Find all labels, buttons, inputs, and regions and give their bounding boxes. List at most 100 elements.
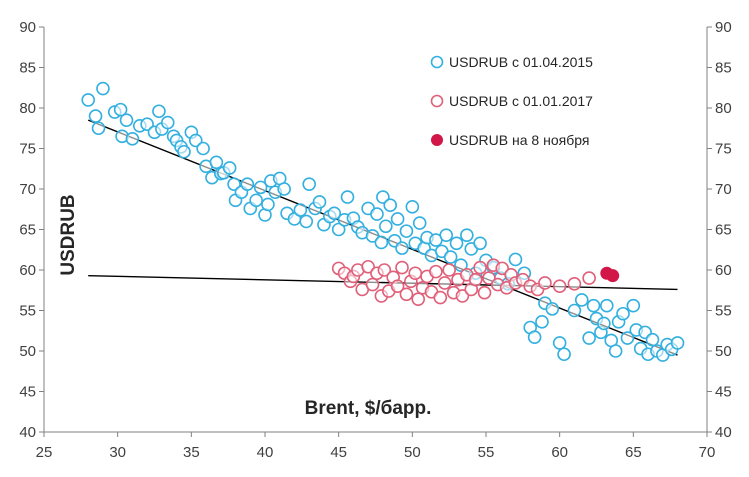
y-tick-label-left: 60	[19, 262, 36, 279]
data-point	[113, 102, 128, 117]
legend-label: USDRUB с 01.01.2017	[449, 93, 593, 109]
data-point	[302, 177, 317, 191]
data-point	[468, 272, 483, 287]
data-point	[454, 258, 468, 272]
y-tick-label-right: 50	[715, 343, 732, 360]
data-point	[374, 235, 389, 250]
legend-label: USDRUB на 8 ноября	[449, 132, 589, 148]
data-point	[552, 336, 567, 350]
data-point	[249, 193, 263, 208]
data-point	[545, 302, 560, 316]
series-0	[81, 81, 685, 362]
data-point	[473, 260, 487, 275]
data-point	[429, 264, 443, 279]
data-point	[582, 271, 596, 285]
data-point	[439, 228, 454, 242]
data-point	[535, 315, 549, 329]
x-tick-label: 40	[257, 444, 274, 461]
series-2	[600, 266, 620, 283]
legend-label: USDRUB с 01.04.2015	[449, 54, 593, 70]
data-point	[412, 216, 427, 230]
y-tick-label-right: 85	[715, 60, 732, 77]
y-tick-label-right: 40	[715, 424, 732, 441]
y-tick-label-right: 70	[715, 181, 732, 198]
data-point	[261, 197, 275, 212]
data-point	[557, 347, 571, 362]
y-tick-label-left: 75	[19, 141, 36, 158]
data-point	[81, 93, 95, 107]
data-points	[81, 81, 685, 362]
data-point	[331, 222, 346, 237]
data-point	[411, 292, 426, 306]
data-point	[399, 287, 414, 302]
y-tick-label-right: 90	[715, 19, 732, 36]
data-point	[383, 198, 398, 212]
legend-item: USDRUB с 01.04.2015	[430, 54, 593, 70]
data-point	[390, 212, 405, 226]
y-tick-label-right: 65	[715, 222, 732, 239]
data-point	[196, 141, 210, 156]
y-tick-label-left: 90	[19, 19, 36, 36]
data-point	[88, 109, 103, 123]
data-point	[399, 224, 414, 238]
data-point	[527, 330, 542, 345]
data-point	[125, 131, 140, 146]
data-point	[670, 336, 685, 350]
data-point	[177, 144, 191, 159]
data-point	[340, 190, 355, 204]
y-tick-label-right: 75	[715, 141, 732, 158]
data-point	[567, 276, 582, 291]
y-tick-label-right: 55	[715, 303, 732, 320]
data-point	[567, 303, 582, 318]
data-point	[377, 263, 392, 277]
x-tick-label: 45	[330, 444, 347, 461]
data-point	[395, 260, 409, 275]
legend-item: USDRUB на 8 ноября	[431, 132, 589, 148]
y-tick-label-left: 70	[19, 181, 36, 198]
x-tick-label: 25	[36, 444, 53, 461]
data-point	[449, 236, 464, 251]
data-point	[370, 207, 384, 221]
data-point	[96, 81, 110, 96]
y-tick-label-left: 55	[19, 303, 36, 320]
data-point	[209, 155, 224, 170]
data-point	[222, 161, 237, 175]
data-point	[552, 279, 567, 294]
x-tick-label: 65	[625, 444, 642, 461]
data-point	[473, 236, 487, 251]
data-point	[442, 263, 456, 277]
data-point	[253, 180, 268, 195]
y-tick-label-left: 85	[19, 60, 36, 77]
data-point	[277, 182, 291, 196]
data-point	[240, 177, 255, 191]
data-point	[616, 306, 630, 321]
data-point	[508, 252, 523, 267]
data-point	[538, 276, 552, 290]
y-tick-label-right: 45	[715, 384, 732, 401]
x-tick-label: 30	[109, 444, 126, 461]
data-point	[395, 241, 409, 255]
x-axis-title: Brent, $/барр.	[305, 398, 432, 419]
x-tick-label: 50	[404, 444, 421, 461]
data-point	[119, 113, 134, 127]
data-point	[460, 228, 474, 242]
data-point	[477, 285, 492, 300]
x-tick-label: 35	[183, 444, 200, 461]
x-tick-label: 70	[699, 444, 716, 461]
data-point	[91, 121, 106, 136]
data-point	[365, 277, 380, 292]
data-point	[620, 331, 635, 345]
y-tick-label-left: 40	[19, 424, 36, 441]
data-point	[312, 195, 327, 209]
data-point	[152, 104, 166, 119]
y-tick-label-left: 50	[19, 343, 36, 360]
y-tick-label-right: 60	[715, 262, 732, 279]
axes: 40 40 45 45 50 50 55 55 60 60 65 65 70 70 75 75 80 80 85 85…	[19, 19, 731, 461]
legend: USDRUB с 01.04.2015 USDRUB с 01.01.2017 US…	[430, 54, 593, 148]
data-point	[408, 266, 423, 281]
data-point	[600, 298, 614, 313]
data-point	[443, 250, 458, 264]
data-point	[606, 269, 620, 283]
y-tick-label-left: 45	[19, 384, 36, 401]
